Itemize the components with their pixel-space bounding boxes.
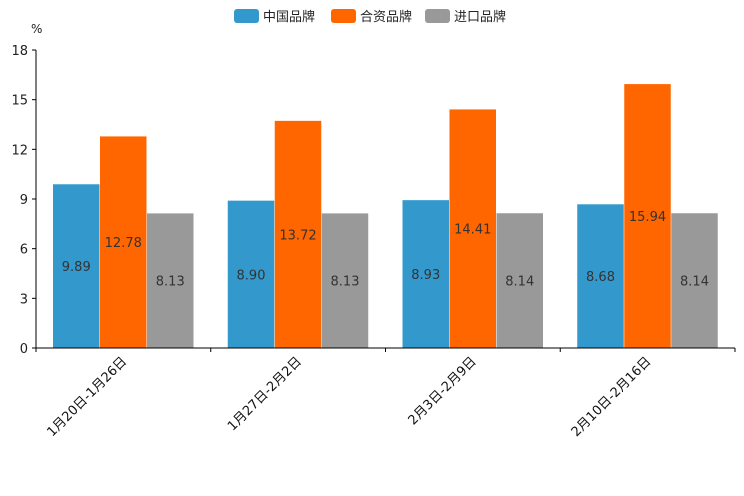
data-label: 13.72: [279, 228, 316, 243]
data-label: 8.93: [411, 268, 440, 283]
legend: 中国品牌 合资品牌 进口品牌: [234, 9, 506, 25]
legend-label: 中国品牌: [263, 9, 315, 25]
legend-swatch: [234, 9, 259, 23]
y-tick-label: 15: [11, 94, 28, 109]
data-label: 15.94: [629, 210, 666, 225]
bar: [402, 200, 449, 348]
x-tick-label: 1月20日-1月26日: [44, 354, 130, 440]
y-tick-label: 18: [11, 44, 28, 59]
data-label: 12.78: [105, 236, 142, 251]
y-tick-label: 9: [20, 193, 28, 208]
bar: [577, 204, 624, 348]
bar-series: 9.89 8.90 8.93 8.68 12.78 13.72 14.41 15.94 8.13…: [53, 84, 718, 349]
data-label: 8.90: [237, 268, 266, 283]
data-label: 9.89: [62, 260, 91, 275]
y-tick-label: 3: [20, 292, 28, 307]
bar: [227, 200, 275, 348]
data-label: 8.14: [680, 275, 709, 290]
y-axis: 0 3 6 9 12 15 18: [11, 44, 37, 357]
y-tick-label: 0: [20, 342, 28, 357]
y-tick-label: 12: [11, 143, 28, 158]
legend-swatch: [425, 9, 450, 23]
bar: [624, 84, 671, 349]
data-label: 8.68: [586, 270, 615, 285]
y-axis-unit-label: %: [31, 22, 42, 36]
x-tick-label: 2月3日-2月9日: [406, 354, 480, 428]
data-label: 8.13: [331, 275, 360, 290]
bar: [100, 136, 147, 348]
legend-swatch: [331, 9, 356, 23]
data-label: 14.41: [454, 223, 491, 238]
bar: [274, 120, 322, 348]
bar: [671, 213, 718, 348]
y-tick-label: 6: [20, 243, 28, 258]
bar: [147, 213, 194, 348]
bar: [449, 109, 496, 348]
bar: [321, 213, 369, 348]
bar: [496, 213, 543, 348]
legend-label: 合资品牌: [360, 9, 412, 25]
bar: [53, 184, 100, 348]
data-label: 8.13: [156, 275, 185, 290]
x-tick-label: 2月10日-2月16日: [569, 354, 655, 440]
x-axis: 1月20日-1月26日 1月27日-2月2日 2月3日-2月9日 2月10日-2月16…: [35, 347, 736, 440]
data-label: 8.14: [505, 275, 534, 290]
legend-label: 进口品牌: [454, 9, 506, 25]
x-tick-label: 1月27日-2月2日: [225, 354, 305, 434]
